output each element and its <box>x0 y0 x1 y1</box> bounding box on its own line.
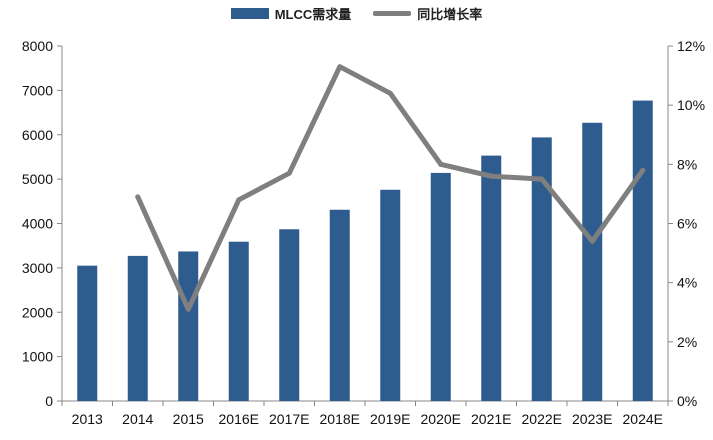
x-tick-label: 2020E <box>421 411 461 427</box>
x-tick-label: 2023E <box>572 411 612 427</box>
legend-swatch-line <box>373 10 412 16</box>
growth-point <box>135 194 141 200</box>
y-right-tick-label: 12% <box>677 38 705 54</box>
y-right-tick-label: 2% <box>677 334 697 350</box>
y-right-tick-label: 4% <box>677 275 697 291</box>
x-tick-label: 2016E <box>219 411 259 427</box>
growth-point <box>589 238 595 244</box>
y-left-tick-label: 8000 <box>22 38 53 54</box>
legend-label-growth: 同比增长率 <box>417 6 483 22</box>
legend-label-demand: MLCC需求量 <box>274 6 352 22</box>
y-left-tick-label: 2000 <box>22 304 53 320</box>
bar <box>178 251 199 401</box>
bar <box>77 265 98 401</box>
growth-point <box>387 90 393 96</box>
x-tick-label: 2017E <box>269 411 309 427</box>
growth-point <box>539 176 545 182</box>
x-tick-label: 2018E <box>320 411 360 427</box>
y-left-tick-label: 7000 <box>22 82 53 98</box>
x-tick-label: 2024E <box>623 411 663 427</box>
bar <box>127 255 148 401</box>
y-left-tick-label: 5000 <box>22 171 53 187</box>
growth-point <box>337 64 343 70</box>
x-tick-label: 2022E <box>522 411 562 427</box>
bar <box>380 189 401 401</box>
growth-point <box>286 170 292 176</box>
x-tick-label: 2015 <box>173 411 204 427</box>
y-right-tick-label: 10% <box>677 97 705 113</box>
growth-point <box>438 161 444 167</box>
growth-point <box>640 167 646 173</box>
bar <box>329 209 350 401</box>
legend-item-growth: 同比增长率 <box>373 4 482 23</box>
x-tick-label: 2014 <box>122 411 153 427</box>
y-right-tick-label: 8% <box>677 156 697 172</box>
x-tick-label: 2013 <box>72 411 103 427</box>
bar <box>228 241 249 401</box>
y-right-tick-label: 6% <box>677 216 697 232</box>
y-left-tick-label: 3000 <box>22 260 53 276</box>
growth-point <box>236 197 242 203</box>
legend: MLCC需求量 同比增长率 <box>0 4 713 22</box>
bar <box>430 172 451 401</box>
y-left-tick-label: 1000 <box>22 349 53 365</box>
y-right-tick-label: 0% <box>677 393 697 409</box>
y-left-tick-label: 0 <box>45 393 53 409</box>
legend-swatch-bar <box>230 7 269 19</box>
x-tick-label: 2019E <box>370 411 410 427</box>
legend-item-demand: MLCC需求量 <box>230 4 352 23</box>
growth-point <box>488 173 494 179</box>
y-left-tick-label: 4000 <box>22 216 53 232</box>
bar <box>632 100 653 402</box>
bar <box>481 155 502 401</box>
bar <box>279 229 300 401</box>
x-tick-label: 2021E <box>471 411 511 427</box>
growth-point <box>185 306 191 312</box>
y-left-tick-label: 6000 <box>22 127 53 143</box>
bar <box>582 122 603 402</box>
bar <box>531 137 552 401</box>
